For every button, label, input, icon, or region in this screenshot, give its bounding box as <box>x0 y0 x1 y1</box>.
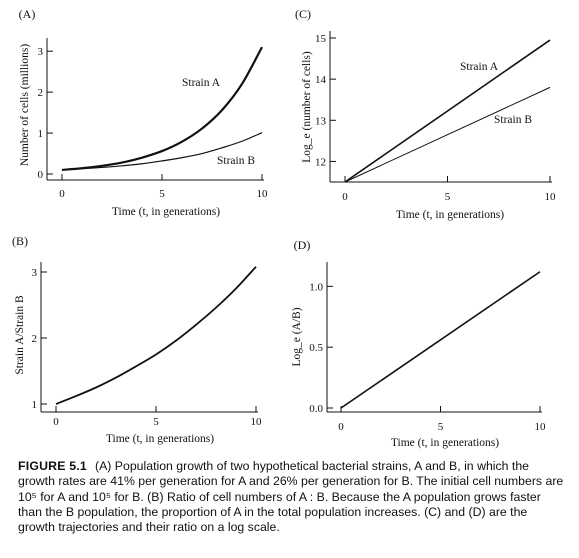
panel-letter: (B) <box>12 234 28 248</box>
y-tick-label: 1.0 <box>309 281 323 293</box>
y-tick-label: 12 <box>315 156 326 168</box>
series-label: Strain A <box>460 61 499 73</box>
series-label: Strain B <box>494 114 532 126</box>
panel-letter: (C) <box>295 7 311 21</box>
y-tick-label: 1 <box>32 399 38 411</box>
chart-panel-3: (D) 0.0 0.5 1.0 0 5 10 Time (t, in generations)… <box>291 238 546 449</box>
x-tick-label: 10 <box>535 421 547 433</box>
x-axis-label: Time (t, in generations) <box>391 437 499 449</box>
y-tick-label: 0 <box>38 169 44 181</box>
y-tick-label: 2 <box>32 333 38 345</box>
series-line-strain-b <box>344 86 551 183</box>
y-tick-label: 3 <box>32 267 38 279</box>
series-label: Strain A <box>182 77 221 89</box>
x-axis-label: Time (t, in generations) <box>106 433 214 445</box>
x-tick-label: 0 <box>342 191 348 203</box>
series-line-0 <box>340 271 541 409</box>
y-axis-label: Strain A/Strain B <box>14 295 26 375</box>
x-tick-label: 10 <box>257 188 269 200</box>
x-tick-label: 0 <box>338 421 344 433</box>
series-line-strain-a <box>344 39 551 183</box>
panel-letter: (A) <box>19 7 36 21</box>
x-axis-label: Time (t, in generations) <box>396 209 504 221</box>
caption-text: (A) Population growth of two hypothetica… <box>18 459 564 535</box>
x-axis-label: Time (t, in generations) <box>112 206 220 218</box>
y-tick-label: 0.0 <box>309 403 323 415</box>
x-tick-label: 0 <box>59 188 65 200</box>
series-line-strain-b <box>61 132 263 171</box>
figure-label: FIGURE 5.1 <box>18 459 87 473</box>
y-axis-label: Number of cells (millions) <box>19 44 31 166</box>
y-tick-label: 3 <box>38 46 44 58</box>
chart-panel-0: (A) 0 1 2 3 0 5 10 Time (t, in generations) Numbe… <box>19 7 268 218</box>
panel-letter: (D) <box>294 238 311 252</box>
chart-panel-1: (B) 1 2 3 0 5 10 Time (t, in generations) Strain… <box>12 234 262 445</box>
x-tick-label: 10 <box>251 416 263 428</box>
y-tick-label: 1 <box>38 128 44 140</box>
y-axis-label: Log_e (A/B) <box>291 307 303 366</box>
series-line-strain-a <box>61 46 263 172</box>
x-tick-label: 5 <box>445 191 451 203</box>
x-tick-label: 5 <box>153 416 159 428</box>
x-tick-label: 10 <box>545 191 557 203</box>
x-tick-label: 5 <box>438 421 444 433</box>
y-tick-label: 14 <box>315 74 327 86</box>
series-label: Strain B <box>217 155 255 167</box>
y-tick-label: 0.5 <box>309 342 323 354</box>
y-tick-label: 2 <box>38 87 44 99</box>
series-line-0 <box>55 266 257 405</box>
y-tick-label: 15 <box>315 33 327 45</box>
chart-panel-2: (C) 12 13 14 15 0 5 10 Time (t, in generations) L… <box>295 7 556 221</box>
y-tick-label: 13 <box>315 115 327 127</box>
x-tick-label: 0 <box>53 416 59 428</box>
y-axis-label: Log_e (number of cells) <box>301 51 313 163</box>
figure-caption: FIGURE 5.1 (A) Population growth of two h… <box>18 459 566 535</box>
x-tick-label: 5 <box>159 188 165 200</box>
